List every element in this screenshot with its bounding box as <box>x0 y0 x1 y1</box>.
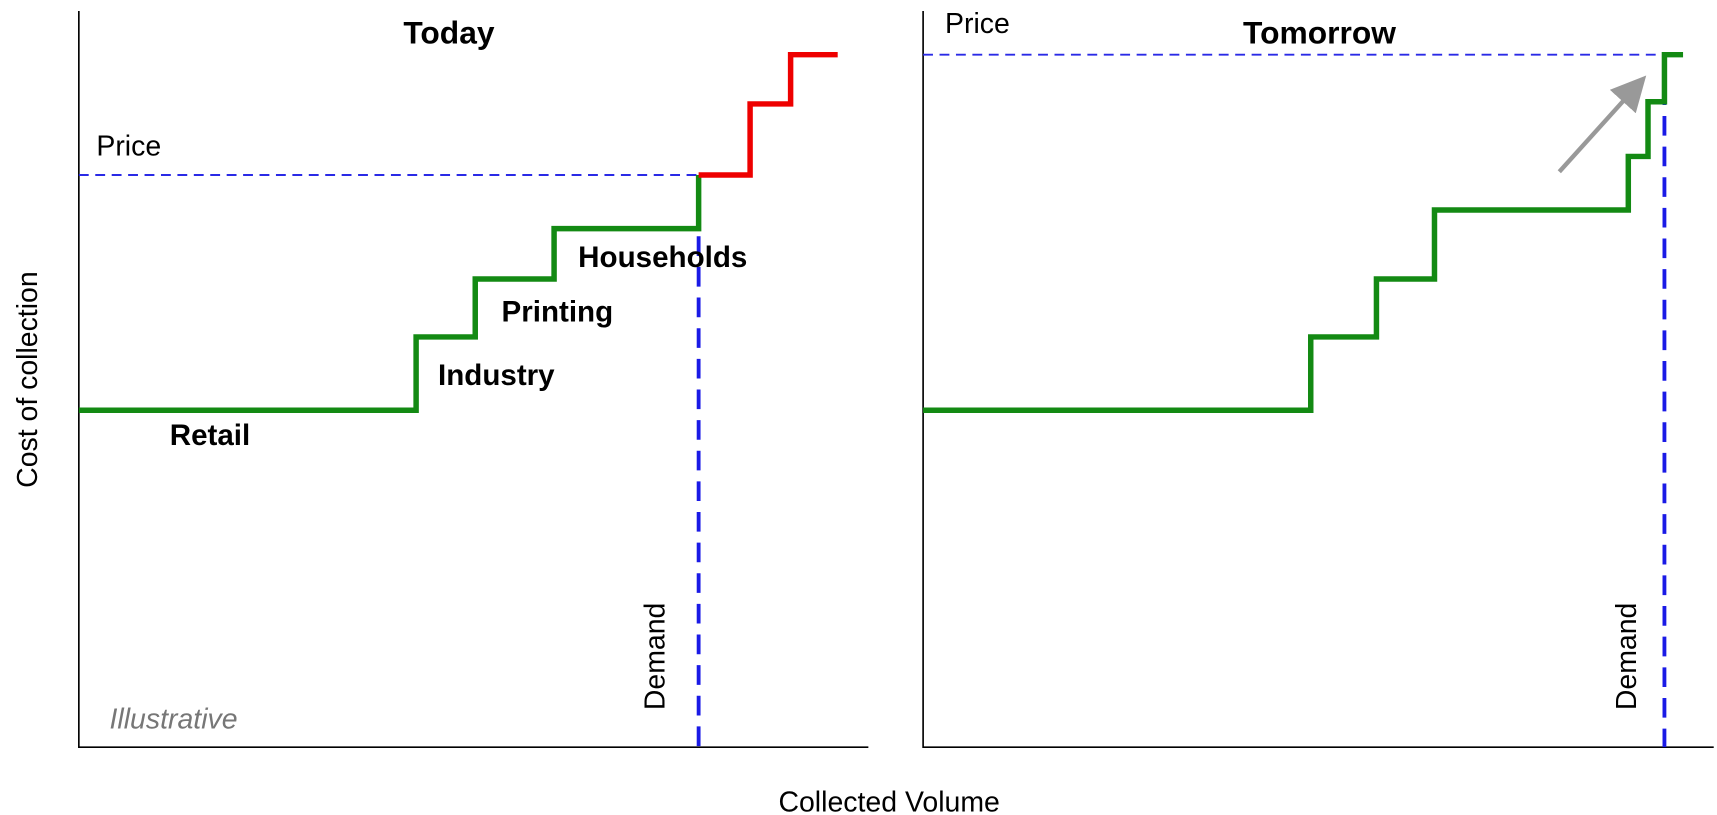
right-axes <box>922 10 1714 748</box>
segment-label: Households <box>578 241 747 274</box>
left-title: Today <box>403 15 494 51</box>
x-axis-label: Collected Volume <box>778 787 999 815</box>
right-supply-curve <box>923 51 1684 413</box>
right-demand-label: Demand <box>1611 603 1643 710</box>
segment-label: Retail <box>170 419 251 452</box>
left-price-label: Price <box>96 130 161 162</box>
segment-label: Industry <box>438 359 555 392</box>
segment-label: Printing <box>502 296 614 329</box>
y-axis-label: Cost of collection <box>12 271 44 487</box>
right-price-label: Price <box>945 8 1010 40</box>
right-title: Tomorrow <box>1243 15 1396 51</box>
left-axes <box>78 10 869 748</box>
left-demand-label: Demand <box>640 603 672 710</box>
note: Illustrative <box>110 704 238 736</box>
left-supply-curve <box>78 175 702 413</box>
shift-arrow <box>1557 75 1647 174</box>
left-excess-curve <box>698 51 838 178</box>
